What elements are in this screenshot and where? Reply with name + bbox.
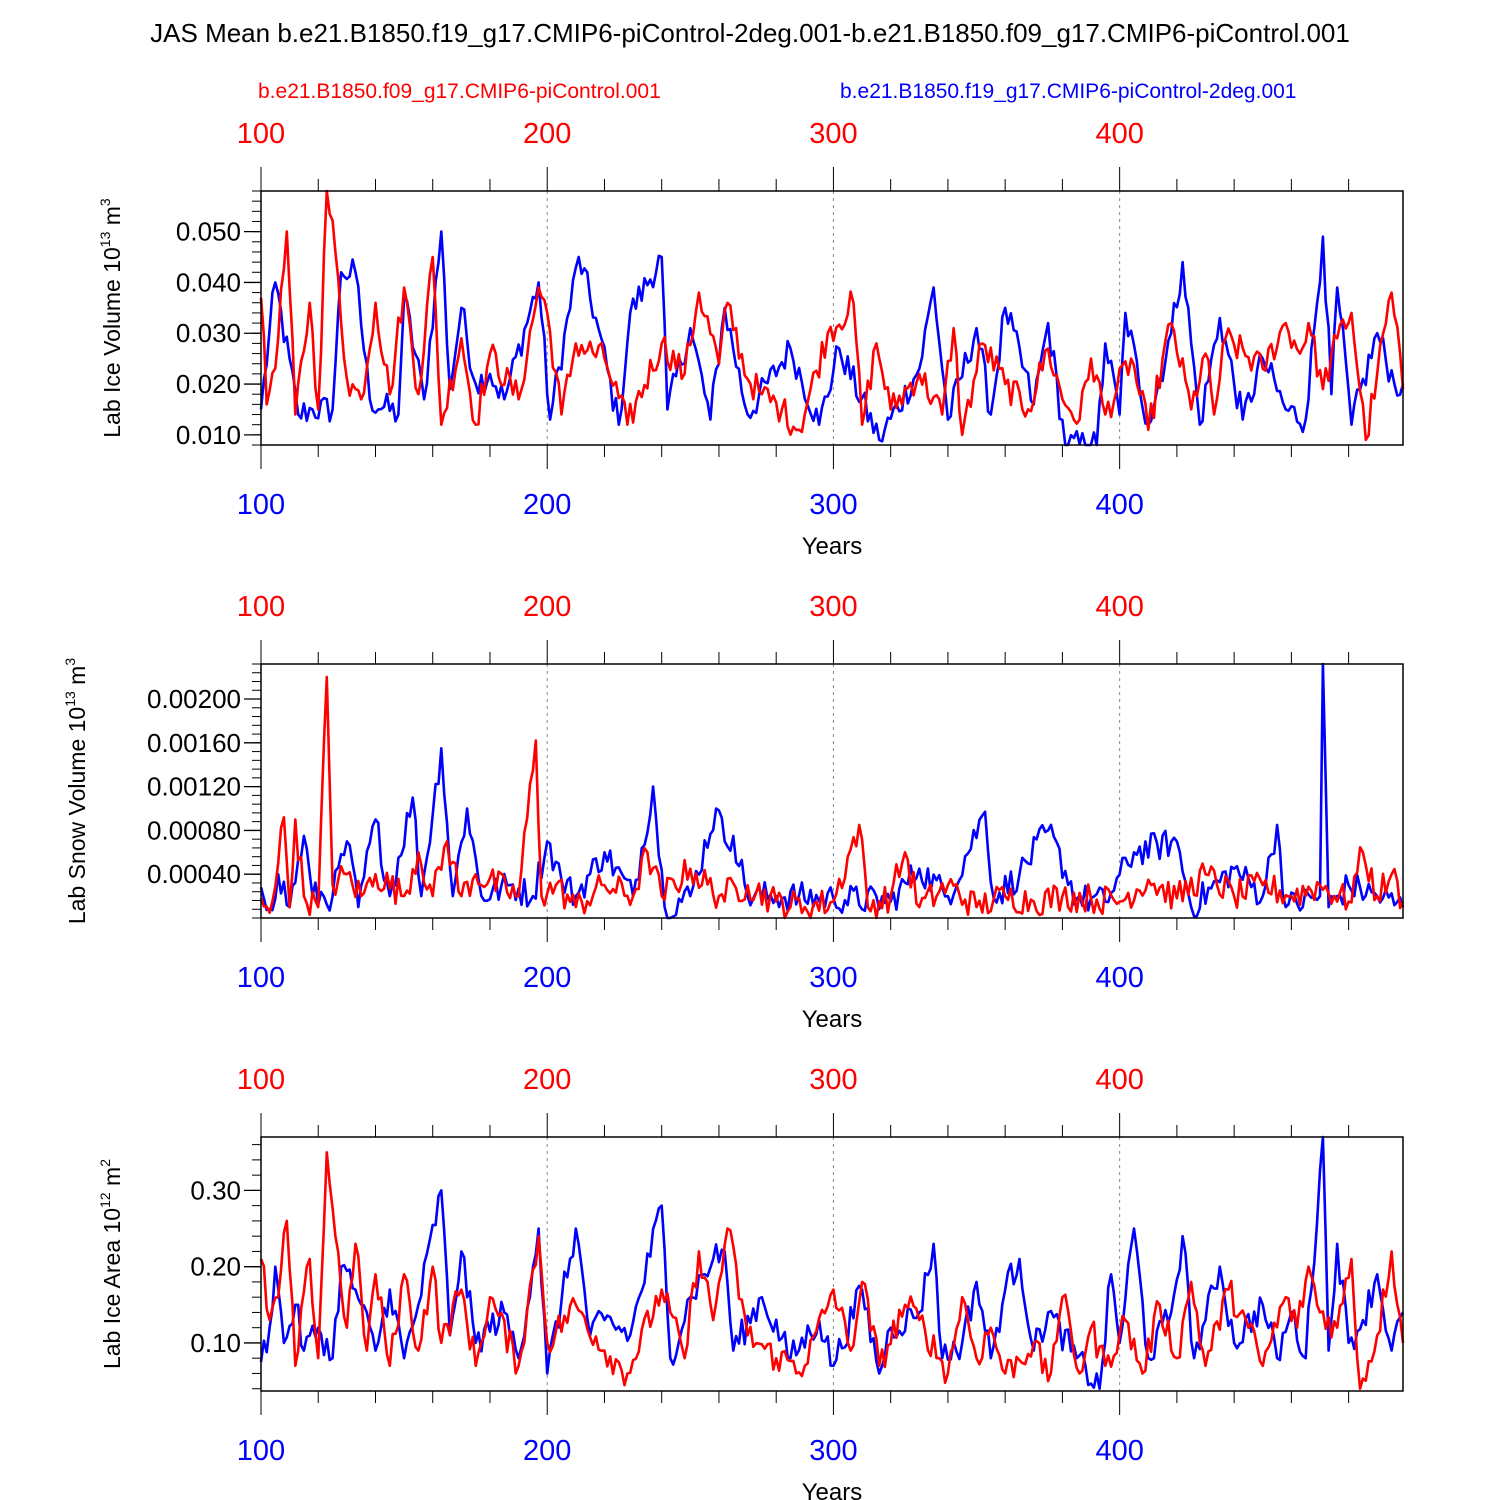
y-tick-label: 0.30 bbox=[190, 1175, 241, 1205]
x-top-tick-label: 100 bbox=[237, 591, 285, 623]
y-tick-label: 0.00080 bbox=[147, 815, 241, 845]
y-tick-label: 0.00200 bbox=[147, 684, 241, 714]
y-tick-label: 0.010 bbox=[176, 420, 241, 450]
plot-frame bbox=[260, 190, 1404, 446]
y-axis-title-part: 2 bbox=[97, 1159, 113, 1167]
y-axis-title-part: 12 bbox=[97, 1192, 113, 1208]
x-bottom-tick-label: 400 bbox=[1095, 489, 1143, 521]
y-axis-title-part: 3 bbox=[97, 198, 113, 206]
x-bottom-tick-label: 400 bbox=[1095, 1435, 1143, 1467]
panel-1: 0.010 0.020 0.030 0.040 0.050 100 100 200 200 300… bbox=[97, 118, 1405, 560]
x-top-tick-label: 400 bbox=[1095, 118, 1143, 150]
legend-label-red: b.e21.B1850.f09_g17.CMIP6-piControl.001 bbox=[258, 80, 661, 103]
chart-title: JAS Mean b.e21.B1850.f19_g17.CMIP6-piCon… bbox=[150, 18, 1350, 48]
x-axis-title: Years bbox=[802, 1006, 863, 1033]
y-axis-title-part: m bbox=[99, 206, 125, 232]
plot-frame bbox=[260, 1136, 1404, 1392]
y-axis-title-part: Lab Ice Volume 10 bbox=[99, 247, 125, 438]
x-top-tick-label: 200 bbox=[523, 591, 571, 623]
x-top-tick-label: 300 bbox=[809, 1064, 857, 1096]
x-bottom-tick-label: 200 bbox=[523, 962, 571, 994]
x-top-tick-label: 100 bbox=[237, 1064, 285, 1096]
panel-3: 0.10 0.20 0.30 100 100 200 200 300 300 400 400 Year… bbox=[97, 1064, 1405, 1500]
x-top-tick-label: 400 bbox=[1095, 591, 1143, 623]
y-tick-label: 0.040 bbox=[176, 267, 241, 297]
y-axis-title-part: 13 bbox=[97, 231, 113, 247]
y-tick-label: 0.10 bbox=[190, 1328, 241, 1358]
y-tick-label: 0.00160 bbox=[147, 728, 241, 758]
x-bottom-tick-label: 300 bbox=[809, 962, 857, 994]
panel-2: 0.00040 0.00080 0.00120 0.00160 0.00200 100 10… bbox=[62, 591, 1405, 1033]
y-axis-title-part: m bbox=[99, 1167, 125, 1193]
y-axis-title: Lab Snow Volume 1013 m3 bbox=[62, 658, 90, 925]
x-top-tick-label: 400 bbox=[1095, 1064, 1143, 1096]
x-top-tick-label: 300 bbox=[809, 591, 857, 623]
y-axis-title-part: 13 bbox=[62, 691, 78, 707]
y-tick-label: 0.00040 bbox=[147, 859, 241, 889]
series-line-blue bbox=[259, 1135, 1405, 1390]
plot-frame bbox=[260, 663, 1404, 919]
series-line-red bbox=[259, 189, 1405, 442]
y-tick-label: 0.20 bbox=[190, 1252, 241, 1282]
series-line-red bbox=[259, 675, 1405, 920]
y-tick-label: 0.020 bbox=[176, 369, 241, 399]
x-bottom-tick-label: 300 bbox=[809, 489, 857, 521]
y-tick-label: 0.030 bbox=[176, 318, 241, 348]
x-top-tick-label: 300 bbox=[809, 118, 857, 150]
x-top-tick-label: 200 bbox=[523, 1064, 571, 1096]
y-tick-label: 0.00120 bbox=[147, 772, 241, 802]
x-bottom-tick-label: 400 bbox=[1095, 962, 1143, 994]
series-line-red bbox=[259, 1151, 1405, 1390]
y-axis-title-part: Lab Ice Area 10 bbox=[99, 1208, 125, 1369]
y-axis-title: Lab Ice Area 1012 m2 bbox=[97, 1159, 125, 1369]
x-bottom-tick-label: 100 bbox=[237, 962, 285, 994]
x-top-tick-label: 200 bbox=[523, 118, 571, 150]
x-bottom-tick-label: 100 bbox=[237, 489, 285, 521]
x-axis-title: Years bbox=[802, 533, 863, 560]
x-axis-title: Years bbox=[802, 1479, 863, 1500]
series-line-blue bbox=[259, 662, 1405, 920]
y-axis-title-part: Lab Snow Volume 10 bbox=[64, 707, 90, 924]
y-axis-title-part: 3 bbox=[62, 658, 78, 666]
x-bottom-tick-label: 200 bbox=[523, 489, 571, 521]
legend-label-blue: b.e21.B1850.f19_g17.CMIP6-piControl-2deg… bbox=[840, 80, 1297, 103]
x-top-tick-label: 100 bbox=[237, 118, 285, 150]
y-tick-label: 0.050 bbox=[176, 217, 241, 247]
x-bottom-tick-label: 300 bbox=[809, 1435, 857, 1467]
x-bottom-tick-label: 200 bbox=[523, 1435, 571, 1467]
y-axis-title: Lab Ice Volume 1013 m3 bbox=[97, 198, 125, 438]
x-bottom-tick-label: 100 bbox=[237, 1435, 285, 1467]
y-axis-title-part: m bbox=[64, 666, 90, 692]
